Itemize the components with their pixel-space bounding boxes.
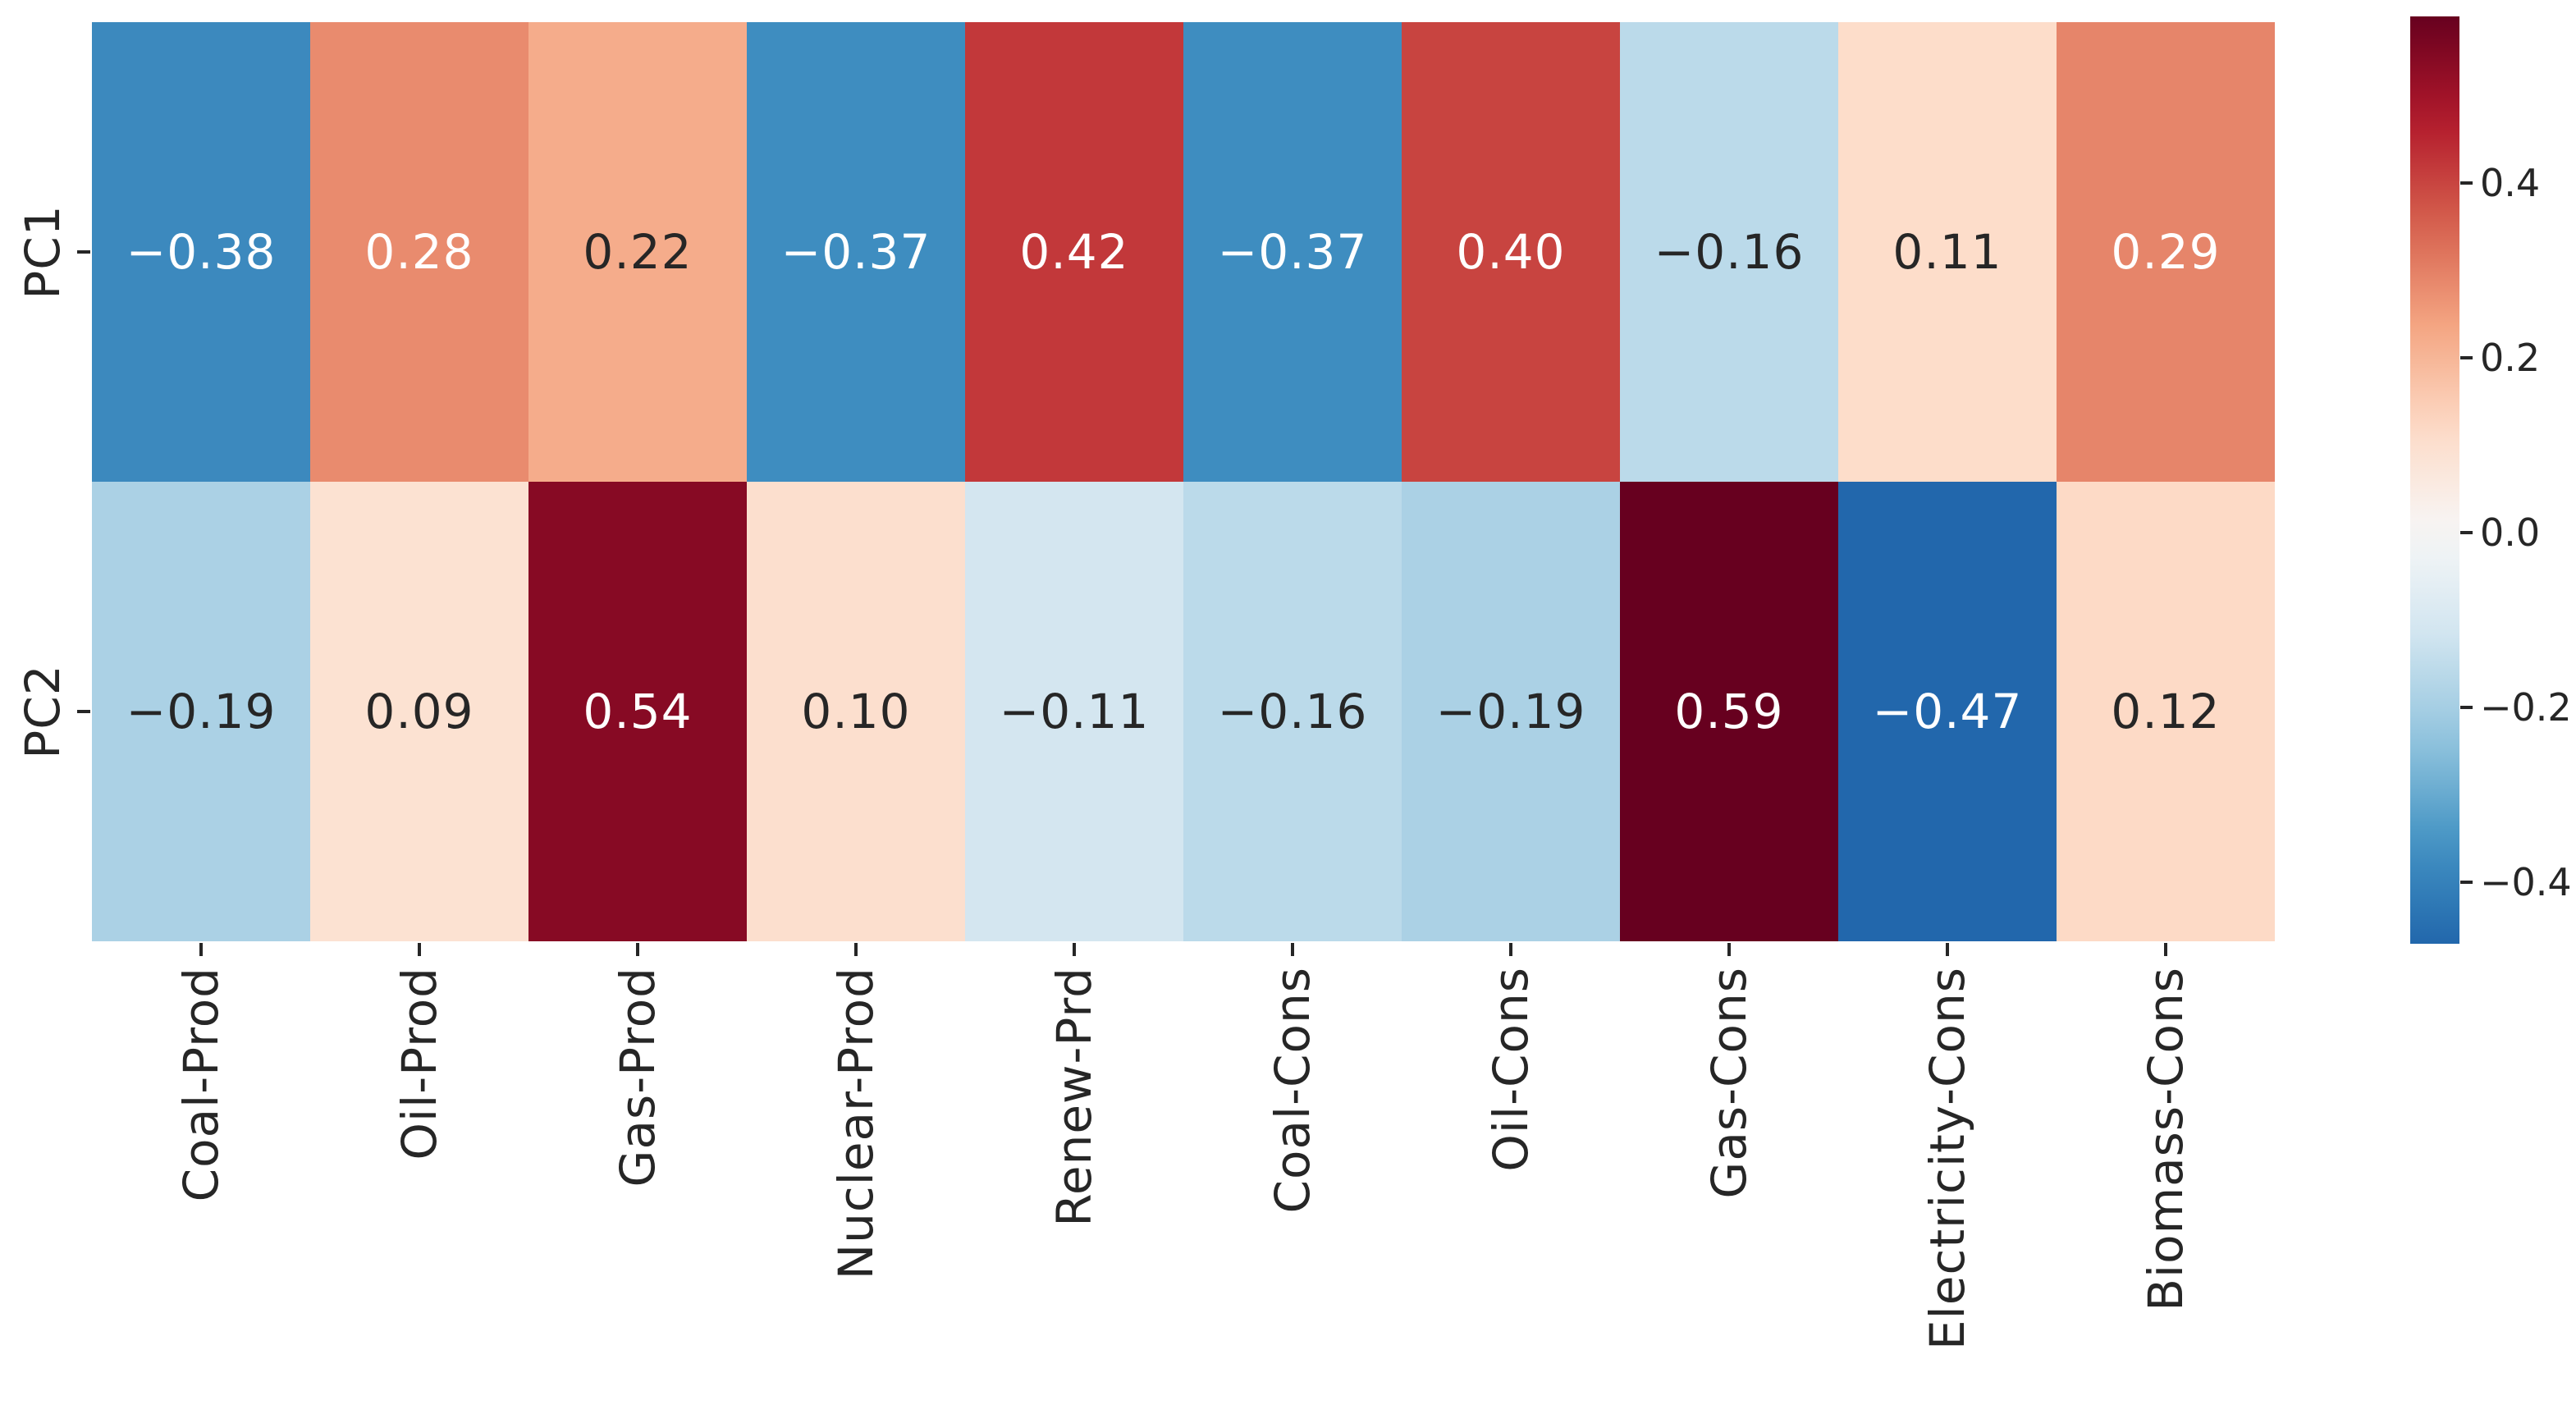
y-tick-label-PC1: PC1 [15,204,71,300]
x-tick-mark [1946,943,1949,956]
cell-value-label: −0.16 [1217,684,1368,739]
x-tick-label-Oil-Cons: Oil-Cons [1483,967,1539,1172]
x-tick-label-Nuclear-Prod: Nuclear-Prod [828,967,884,1280]
colorbar-tick-label-−0.4: −0.4 [2480,860,2572,905]
heatmap-cell-PC1-Biomass-Cons: 0.29 [2057,22,2275,482]
cell-value-label: 0.29 [2111,224,2221,280]
cell-value-label: −0.37 [1217,224,1368,280]
colorbar-tick-label-0.0: 0.0 [2480,510,2541,555]
cell-value-label: 0.59 [1674,684,1784,739]
cell-value-label: 0.11 [1892,224,2002,280]
colorbar-tick-mark [2460,181,2473,185]
colorbar-tick-mark [2460,706,2473,710]
heatmap-cell-PC2-Biomass-Cons: 0.12 [2057,482,2275,941]
heatmap-cell-PC2-Oil-Prod: 0.09 [310,482,528,941]
x-tick-label-Coal-Cons: Coal-Cons [1265,967,1320,1214]
x-tick-mark [199,943,203,956]
x-tick-label-Gas-Cons: Gas-Cons [1701,967,1757,1199]
cell-value-label: 0.12 [2111,684,2221,739]
cell-value-label: −0.19 [126,684,277,739]
cell-value-label: 0.22 [583,224,693,280]
colorbar-tick-label-0.4: 0.4 [2480,160,2541,205]
cell-value-label: −0.38 [126,224,277,280]
colorbar-tick-mark [2460,530,2473,534]
cell-value-label: 0.10 [801,684,911,739]
x-tick-mark [1291,943,1294,956]
heatmap-cell-PC1-Oil-Cons: 0.40 [1402,22,1620,482]
y-tick-mark [77,250,90,254]
heatmap-cell-PC2-Gas-Prod: 0.54 [528,482,747,941]
x-tick-mark [1073,943,1076,956]
heatmap-cell-PC1-Coal-Cons: −0.37 [1183,22,1402,482]
colorbar-tick-label-−0.2: −0.2 [2480,685,2572,730]
x-tick-mark [854,943,858,956]
cell-value-label: 0.28 [364,224,474,280]
cell-value-label: −0.37 [780,224,931,280]
heatmap-cell-PC1-Electricity-Cons: 0.11 [1838,22,2057,482]
x-tick-label-Coal-Prod: Coal-Prod [173,967,229,1202]
heatmap-cell-PC2-Gas-Cons: 0.59 [1620,482,1838,941]
cell-value-label: −0.19 [1435,684,1586,739]
x-tick-label-Gas-Prod: Gas-Prod [610,967,666,1187]
heatmap-cell-PC1-Renew-Prd: 0.42 [965,22,1183,482]
x-tick-label-Renew-Prd: Renew-Prd [1046,967,1102,1227]
heatmap-cell-PC2-Renew-Prd: −0.11 [965,482,1183,941]
x-tick-label-Oil-Prod: Oil-Prod [391,967,447,1160]
heatmap-cell-PC2-Coal-Prod: −0.19 [92,482,310,941]
cell-value-label: −0.16 [1654,224,1805,280]
cell-value-label: −0.47 [1872,684,2023,739]
cell-value-label: −0.11 [999,684,1150,739]
heatmap-cell-PC2-Electricity-Cons: −0.47 [1838,482,2057,941]
heatmap-cell-PC1-Nuclear-Prod: −0.37 [747,22,965,482]
heatmap-cell-PC1-Coal-Prod: −0.38 [92,22,310,482]
y-tick-mark [77,710,90,713]
x-tick-mark [418,943,421,956]
y-tick-label-PC2: PC2 [15,664,71,759]
colorbar-tick-label-0.2: 0.2 [2480,335,2541,380]
colorbar-tick-mark [2460,355,2473,359]
x-tick-mark [1727,943,1731,956]
x-tick-mark [2164,943,2167,956]
heatmap-cell-PC2-Coal-Cons: −0.16 [1183,482,1402,941]
heatmap-cell-PC1-Gas-Cons: −0.16 [1620,22,1838,482]
heatmap-grid: −0.38 0.28 0.22 −0.37 0.42 −0.37 0.40 −0.16 0.11… [92,22,2275,941]
colorbar-tick-mark [2460,881,2473,885]
x-tick-mark [1509,943,1512,956]
x-tick-label-Electricity-Cons: Electricity-Cons [1919,967,1975,1350]
cell-value-label: 0.09 [364,684,474,739]
heatmap-cell-PC1-Gas-Prod: 0.22 [528,22,747,482]
cell-value-label: 0.42 [1019,224,1129,280]
heatmap-cell-PC2-Oil-Cons: −0.19 [1402,482,1620,941]
cell-value-label: 0.54 [583,684,693,739]
cell-value-label: 0.40 [1456,224,1566,280]
x-tick-mark [636,943,639,956]
heatmap-cell-PC2-Nuclear-Prod: 0.10 [747,482,965,941]
colorbar [2410,16,2459,944]
heatmap-cell-PC1-Oil-Prod: 0.28 [310,22,528,482]
x-tick-label-Biomass-Cons: Biomass-Cons [2138,967,2194,1311]
